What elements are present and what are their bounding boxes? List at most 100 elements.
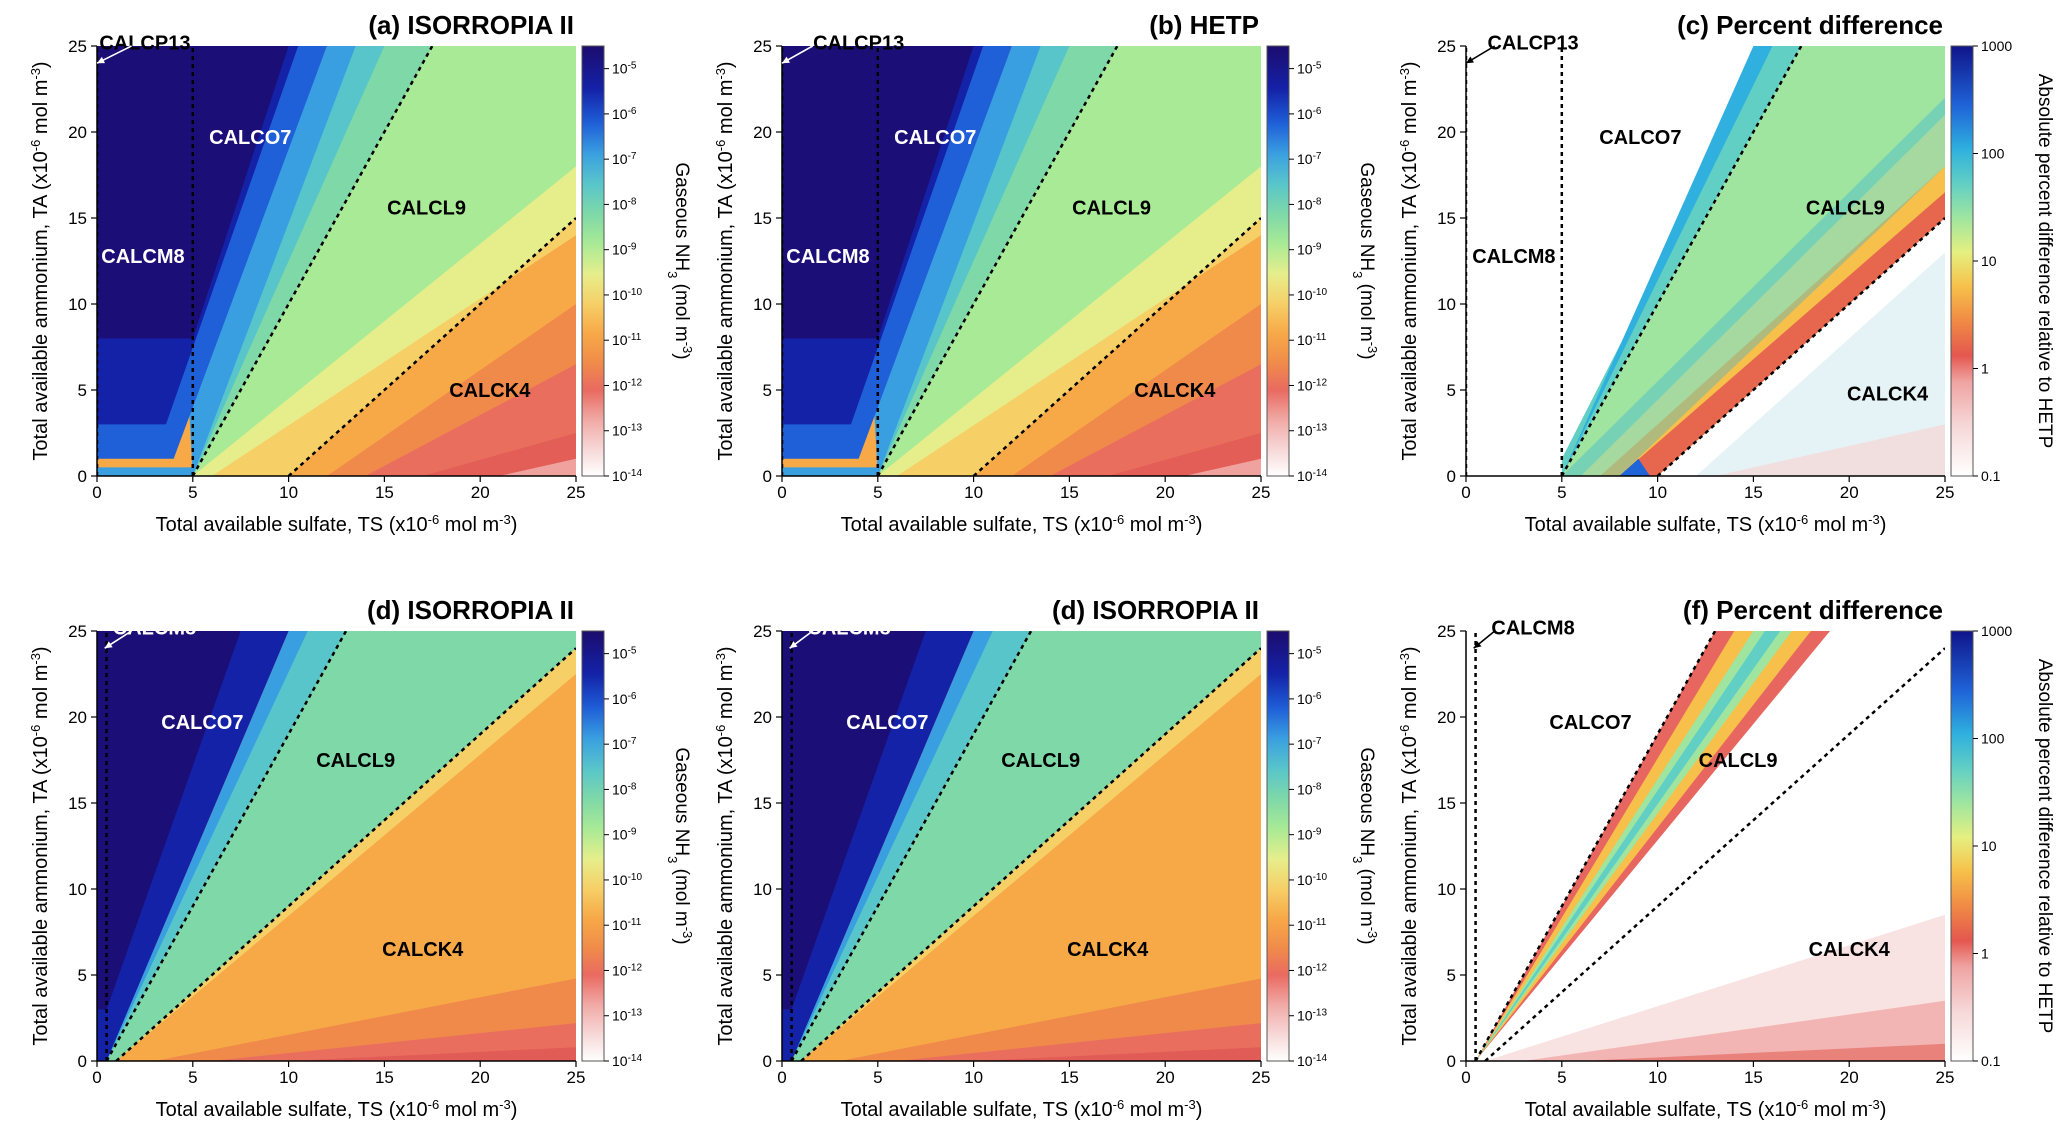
colorbar-tick-label: 10-7: [1297, 151, 1322, 168]
colorbar-tick-label: 10-8: [612, 196, 637, 213]
y-axis-title: Total available ammonium, TA (x10-6 mol …: [713, 646, 738, 1045]
regime-boundary-line: [1656, 217, 1945, 476]
panel-b: 0 5 10 15 20 25 0 5 10 15 20 25 Total available sulf…: [713, 10, 1381, 536]
colorbar-tick-label: 10-12: [1297, 962, 1327, 979]
region-label: CALCL9: [1699, 750, 1778, 772]
colorbar: 10-5 10-6 10-7 10-8 10-9 10-10 10-11 10-12 10-13…: [1266, 630, 1381, 1069]
region-label: CALCO7: [161, 712, 243, 734]
region-arrow-head: [104, 641, 113, 649]
region-label: CALCM8: [807, 618, 890, 640]
y-tick-label: 20: [753, 123, 772, 142]
region-label: CALCP13: [99, 33, 190, 55]
colorbar-tick-label: 10-13: [1297, 1007, 1327, 1024]
colorbar-tick-label: 10-11: [1297, 917, 1327, 934]
colorbar-tick-label: 0.1: [1981, 1053, 2001, 1069]
region-label: CALCL9: [387, 198, 466, 220]
region-label: CALCL9: [1001, 750, 1080, 772]
y-tick-label: 10: [68, 880, 87, 899]
colorbar-tick-label: 10-14: [1297, 468, 1327, 485]
y-tick-label: 5: [763, 966, 772, 985]
y-tick-label: 20: [753, 708, 772, 727]
x-tick-label: 10: [1648, 483, 1667, 502]
y-tick-label: 5: [763, 381, 772, 400]
panel-title: (a) ISORROPIA II: [368, 10, 574, 40]
y-tick-label: 15: [68, 209, 87, 228]
plot-area: [1466, 46, 1945, 476]
region-label: CALCO7: [1549, 712, 1631, 734]
y-tick-label: 5: [78, 966, 87, 985]
y-tick-label: 10: [1437, 295, 1456, 314]
x-tick-label: 10: [279, 483, 298, 502]
x-tick-label: 5: [1557, 1068, 1566, 1087]
regime-boundary-line: [972, 217, 1261, 476]
panel-title: (c) Percent difference: [1677, 10, 1943, 40]
region-label: CALCL9: [1072, 198, 1151, 220]
y-tick-label: 5: [1447, 381, 1456, 400]
colorbar-tick-label: 10-13: [1297, 422, 1327, 439]
colorbar-title: Gaseous NH3 (mol m-3): [1351, 162, 1381, 359]
colorbar-tick-label: 10-9: [1297, 826, 1322, 843]
region-label: CALCM8: [786, 246, 869, 268]
x-tick-label: 5: [188, 483, 197, 502]
colorbar-tick-label: 10-13: [612, 1007, 642, 1024]
panel-d: 0 5 10 15 20 25 0 5 10 15 20 25 Total available sulf…: [28, 595, 696, 1121]
colorbar-tick-label: 10-9: [1297, 241, 1322, 258]
y-tick-label: 0: [763, 1052, 772, 1071]
colorbar-tick-label: 10-12: [612, 377, 642, 394]
colorbar-title: Gaseous NH3 (mol m-3): [1351, 747, 1381, 944]
colorbar: 10-5 10-6 10-7 10-8 10-9 10-10 10-11 10-12 10-13…: [581, 45, 696, 484]
colorbar-tick-label: 100: [1981, 731, 2005, 747]
colorbar-tick-label: 1000: [1981, 38, 2012, 54]
regime-boundary-line: [1560, 46, 1803, 476]
x-tick-label: 20: [471, 1068, 490, 1087]
y-tick-label: 0: [78, 1052, 87, 1071]
colorbar-tick-label: 10-6: [1297, 105, 1322, 122]
y-tick-label: 15: [68, 794, 87, 813]
y-tick-label: 20: [68, 123, 87, 142]
region-label: CALCL9: [316, 750, 395, 772]
colorbar-bar: [1950, 630, 1974, 1062]
region-label: CALCK4: [449, 380, 531, 402]
colorbar-tick-label: 10-5: [1297, 60, 1322, 77]
y-tick-label: 25: [753, 37, 772, 56]
x-tick-label: 0: [1461, 483, 1470, 502]
panel-a: 0 5 10 15 20 25 0 5 10 15 20 25 Total available sulf…: [28, 10, 696, 536]
y-axis-title: Total available ammonium, TA (x10-6 mol …: [1397, 61, 1422, 460]
region-arrow-head: [97, 56, 105, 64]
regime-boundary-line: [790, 631, 1033, 1061]
colorbar-tick-label: 10-8: [1297, 781, 1322, 798]
x-tick-label: 10: [1648, 1068, 1667, 1087]
region-label: CALCM8: [1472, 246, 1555, 268]
y-tick-label: 5: [78, 381, 87, 400]
y-axis-title: Total available ammonium, TA (x10-6 mol …: [28, 646, 53, 1045]
y-tick-label: 15: [753, 794, 772, 813]
y-axis-title: Total available ammonium, TA (x10-6 mol …: [1397, 646, 1422, 1045]
y-tick-label: 25: [1437, 622, 1456, 641]
x-tick-label: 20: [471, 483, 490, 502]
region-label: CALCO7: [209, 127, 291, 149]
x-tick-label: 15: [1060, 1068, 1079, 1087]
panel-f: 0 5 10 15 20 25 0 5 10 15 20 25 Total available sulf…: [1397, 595, 2056, 1121]
colorbar-tick-label: 10-10: [1297, 871, 1327, 888]
colorbar-bar: [1266, 630, 1290, 1062]
colorbar-tick-label: 10-10: [1297, 286, 1327, 303]
region-label: CALCP13: [1487, 33, 1578, 55]
region-label: CALCK4: [1134, 380, 1216, 402]
colorbar-bar: [1950, 45, 1974, 477]
panel-title: (d) ISORROPIA II: [1052, 595, 1259, 625]
colorbar-tick-label: 10-11: [1297, 332, 1327, 349]
x-tick-label: 5: [1557, 483, 1566, 502]
x-tick-label: 25: [1936, 483, 1955, 502]
x-axis-title: Total available sulfate, TS (x10-6 mol m…: [1525, 1097, 1887, 1122]
colorbar-tick-label: 100: [1981, 146, 2005, 162]
x-tick-label: 20: [1156, 483, 1175, 502]
x-axis-title: Total available sulfate, TS (x10-6 mol m…: [1525, 512, 1887, 537]
panels: 0 5 10 15 20 25 0 5 10 15 20 25 Total available sulf…: [28, 10, 2056, 1121]
x-tick-label: 5: [873, 1068, 882, 1087]
colorbar-title: Gaseous NH3 (mol m-3): [666, 162, 696, 359]
y-tick-label: 0: [1447, 1052, 1456, 1071]
colorbar-title: Absolute percent difference relative to …: [2034, 74, 2055, 449]
x-tick-label: 25: [1252, 483, 1271, 502]
colorbar-tick-label: 10-10: [612, 871, 642, 888]
